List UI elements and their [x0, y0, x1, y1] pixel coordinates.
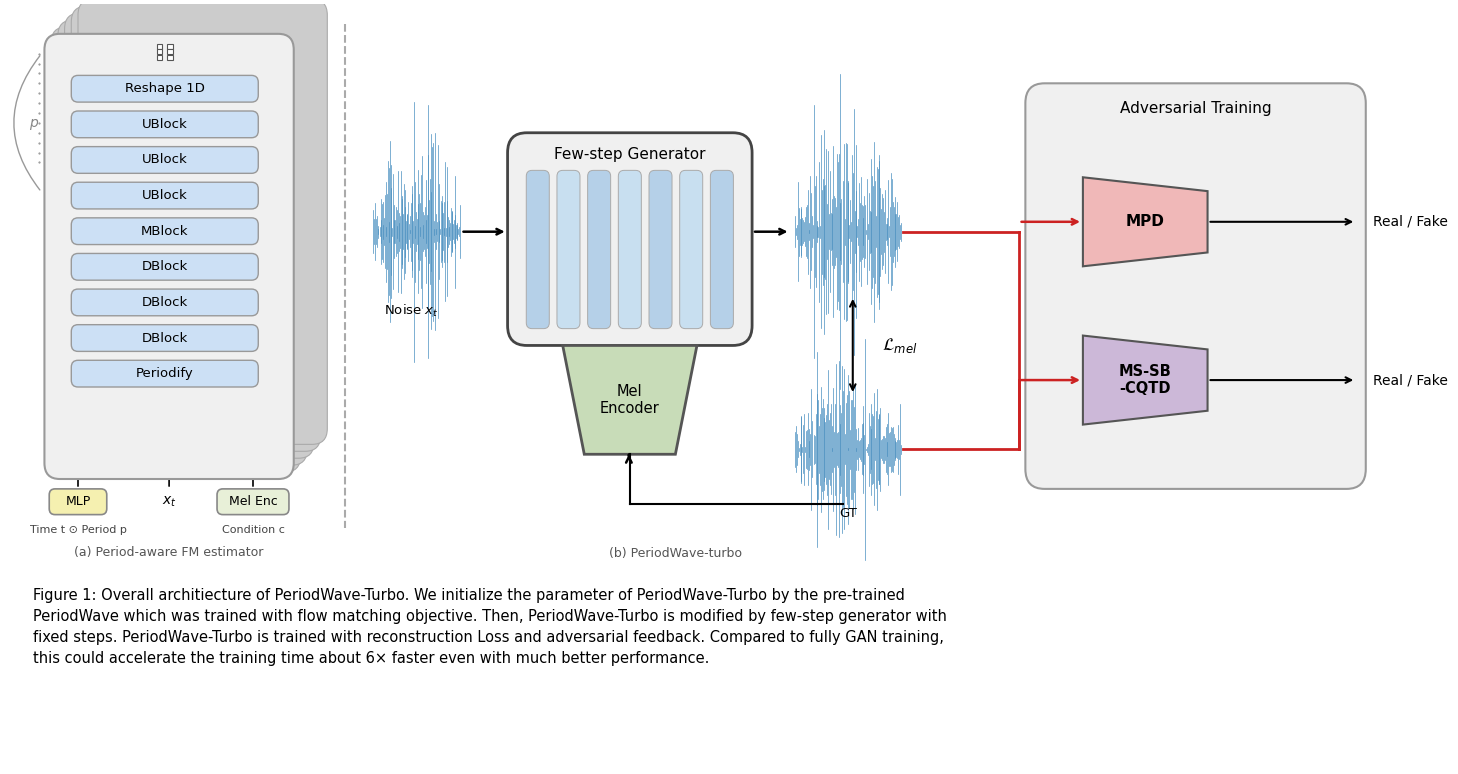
Text: UBlock: UBlock	[141, 153, 188, 166]
Text: DBlock: DBlock	[141, 331, 188, 344]
FancyBboxPatch shape	[710, 170, 733, 329]
Text: Adversarial Training: Adversarial Training	[1120, 101, 1271, 115]
Bar	[168, 55, 174, 60]
FancyBboxPatch shape	[51, 27, 300, 472]
FancyBboxPatch shape	[507, 133, 752, 345]
Bar	[168, 44, 174, 49]
Text: Time t ⊙ Period p: Time t ⊙ Period p	[29, 526, 127, 536]
Text: MBlock: MBlock	[141, 224, 188, 238]
Text: Noise $x_t$: Noise $x_t$	[385, 303, 439, 319]
Text: p: p	[29, 116, 38, 130]
FancyBboxPatch shape	[557, 170, 580, 329]
Text: DBlock: DBlock	[141, 260, 188, 273]
FancyBboxPatch shape	[1025, 84, 1366, 489]
Text: Condition c: Condition c	[222, 526, 284, 536]
Text: Few-step Generator: Few-step Generator	[554, 147, 706, 162]
FancyBboxPatch shape	[58, 20, 308, 465]
FancyBboxPatch shape	[71, 253, 258, 280]
FancyBboxPatch shape	[71, 182, 258, 209]
FancyBboxPatch shape	[64, 13, 313, 458]
Text: MLP: MLP	[66, 495, 90, 509]
Polygon shape	[1083, 177, 1207, 266]
FancyBboxPatch shape	[50, 489, 106, 515]
Text: Periodify: Periodify	[136, 367, 194, 380]
FancyBboxPatch shape	[77, 0, 327, 444]
FancyBboxPatch shape	[71, 217, 258, 245]
Text: DBlock: DBlock	[141, 296, 188, 309]
FancyBboxPatch shape	[649, 170, 672, 329]
FancyBboxPatch shape	[71, 146, 258, 173]
Text: GT: GT	[838, 507, 857, 519]
Text: $\mathcal{L}_{mel}$: $\mathcal{L}_{mel}$	[882, 336, 917, 355]
Text: Reshape 1D: Reshape 1D	[125, 82, 204, 95]
Text: Figure 1: Overall architiecture of PeriodWave-Turbo. We initialize the parameter: Figure 1: Overall architiecture of Perio…	[34, 587, 946, 666]
FancyBboxPatch shape	[217, 489, 289, 515]
FancyBboxPatch shape	[71, 111, 258, 138]
Text: Real / Fake: Real / Fake	[1373, 215, 1448, 229]
FancyBboxPatch shape	[71, 6, 321, 451]
Text: Mel Enc: Mel Enc	[229, 495, 277, 509]
Text: UBlock: UBlock	[141, 189, 188, 202]
FancyBboxPatch shape	[618, 170, 642, 329]
Polygon shape	[563, 345, 697, 454]
FancyBboxPatch shape	[588, 170, 611, 329]
Bar	[156, 49, 162, 53]
FancyBboxPatch shape	[71, 360, 258, 387]
FancyBboxPatch shape	[679, 170, 703, 329]
FancyBboxPatch shape	[71, 324, 258, 351]
Text: (b) PeriodWave-turbo: (b) PeriodWave-turbo	[609, 546, 742, 560]
Text: MPD: MPD	[1126, 214, 1165, 229]
Text: Real / Fake: Real / Fake	[1373, 373, 1448, 387]
Bar	[168, 49, 174, 53]
Bar	[156, 55, 162, 60]
Text: UBlock: UBlock	[141, 118, 188, 131]
FancyBboxPatch shape	[44, 34, 293, 479]
Text: Mel
Encoder: Mel Encoder	[599, 384, 659, 416]
Bar	[156, 44, 162, 49]
Text: MS-SB
-CQTD: MS-SB -CQTD	[1118, 364, 1172, 396]
FancyBboxPatch shape	[71, 289, 258, 316]
Text: $x_t$: $x_t$	[162, 495, 176, 509]
Polygon shape	[1083, 336, 1207, 425]
FancyBboxPatch shape	[526, 170, 550, 329]
Text: (a) Period-aware FM estimator: (a) Period-aware FM estimator	[74, 546, 264, 559]
FancyBboxPatch shape	[71, 75, 258, 102]
